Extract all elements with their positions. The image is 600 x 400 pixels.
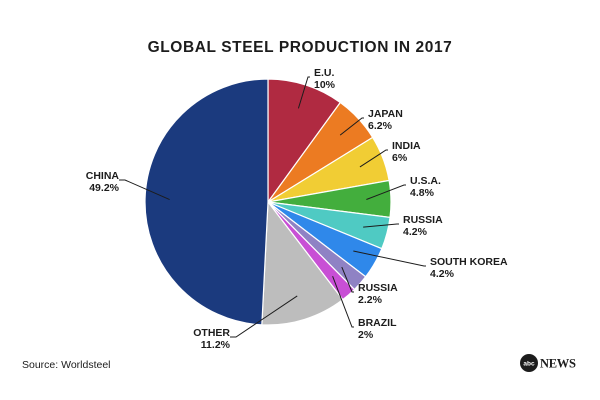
abc-news-logo: abc NEWS: [520, 354, 576, 372]
chart-title: GLOBAL STEEL PRODUCTION IN 2017: [148, 39, 453, 56]
leader-line-china-9: [119, 179, 170, 200]
abc-badge-circle: [520, 354, 538, 372]
slice-label-other-8: OTHER: [193, 327, 230, 339]
slice-label-china-9: CHINA: [86, 170, 120, 182]
leader-line-india-2: [359, 149, 388, 168]
leader-line-e-u-0: [297, 76, 310, 109]
slice-labels: E.U.10%JAPAN6.2%INDIA6%U.S.A.4.8%RUSSIA4…: [86, 67, 508, 351]
news-wordmark: NEWS: [540, 357, 576, 371]
slice-label-south-korea-5: SOUTH KOREA: [430, 256, 508, 268]
source-note: Source: Worldsteel: [22, 359, 111, 371]
leader-line-south-korea-5: [353, 250, 426, 267]
slice-label-russia-6: RUSSIA: [358, 282, 398, 294]
abc-badge-text: abc: [523, 361, 535, 368]
slice-label-e-u-0: E.U.: [314, 67, 335, 79]
slice-value-china-9: 49.2%: [89, 182, 119, 194]
slice-value-south-korea-5: 4.2%: [430, 268, 455, 280]
slice-value-india-2: 6%: [392, 152, 408, 164]
slice-china-9: [144, 78, 269, 326]
slice-other-8: [261, 200, 344, 326]
leader-line-u-s-a-3: [366, 184, 406, 200]
leader-line-russia-6: [341, 266, 354, 293]
leader-line-russia-4: [363, 223, 399, 228]
slice-value-e-u-0: 10%: [314, 79, 336, 91]
pie-chart: [144, 78, 392, 326]
leader-line-other-8: [230, 295, 298, 338]
slice-value-russia-6: 2.2%: [358, 294, 383, 306]
slice-value-russia-4: 4.2%: [403, 226, 428, 238]
leader-line-brazil-7: [332, 276, 354, 328]
leader-line-japan-1: [339, 117, 364, 136]
slice-value-u-s-a-3: 4.8%: [410, 187, 435, 199]
slice-value-other-8: 11.2%: [201, 339, 231, 351]
slice-label-india-2: INDIA: [392, 140, 421, 152]
slice-value-brazil-7: 2%: [358, 329, 374, 341]
slice-label-brazil-7: BRAZIL: [358, 317, 397, 329]
slice-label-u-s-a-3: U.S.A.: [410, 175, 441, 187]
slice-value-japan-1: 6.2%: [368, 120, 393, 132]
slice-label-japan-1: JAPAN: [368, 108, 403, 120]
slice-label-russia-4: RUSSIA: [403, 214, 443, 226]
